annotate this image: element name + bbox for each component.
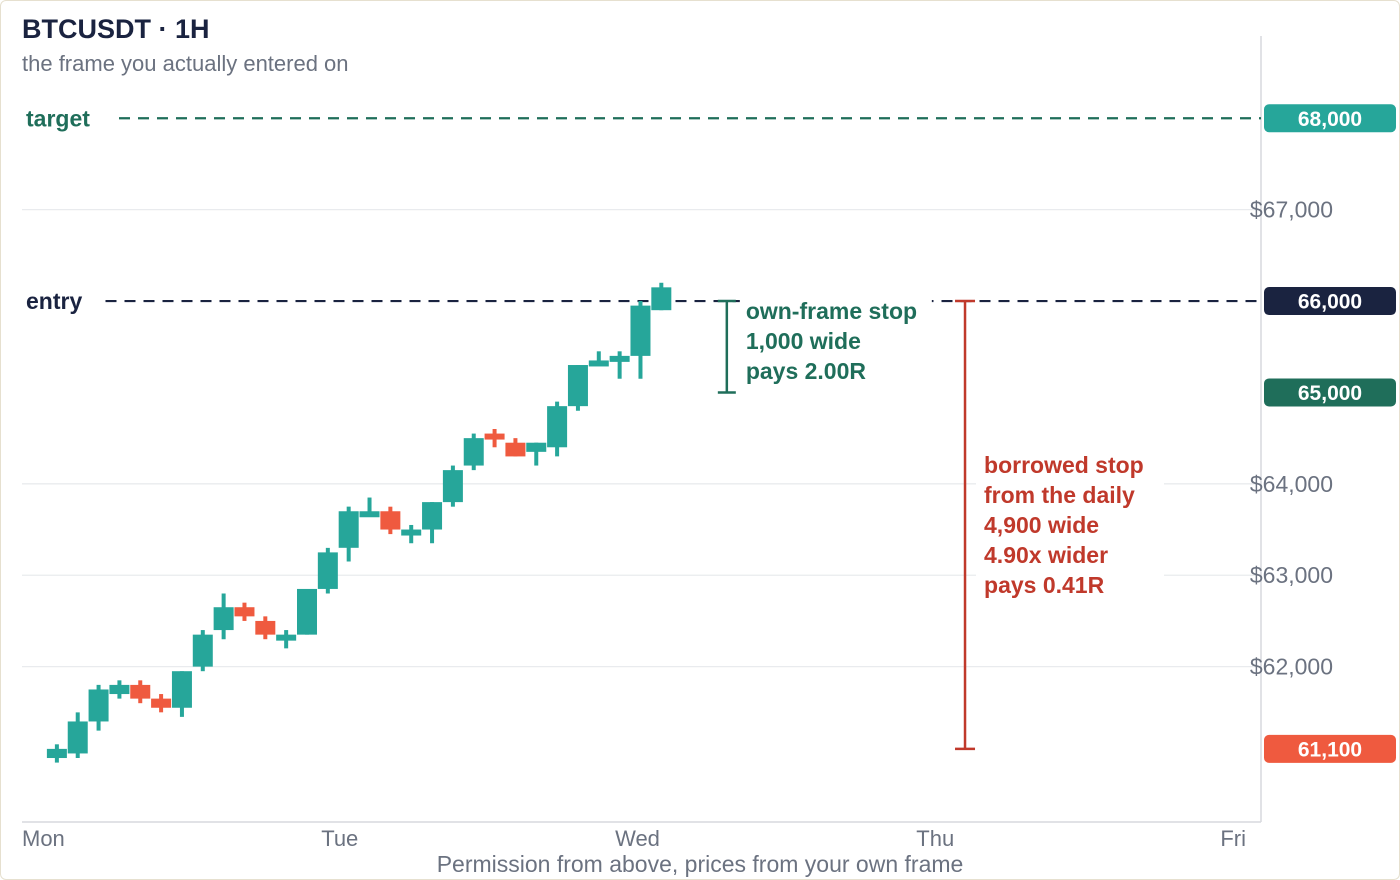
entry-badge	[1264, 287, 1396, 316]
chart-caption: Permission from above, prices from your …	[437, 851, 964, 877]
candle-up	[171, 671, 192, 708]
borrowed-stop-label-line: 4.90x wider	[984, 542, 1108, 568]
candle-up	[547, 406, 568, 448]
candle-up	[338, 511, 359, 548]
borrowed-stop-label-line: from the daily	[984, 482, 1135, 508]
x-axis-ticks: Mon Tue Wed Thu Fri	[22, 826, 1246, 851]
candle-up	[442, 470, 463, 503]
own-stop-badge-text: 65,000	[1298, 382, 1362, 405]
x-tick-label: Thu	[916, 826, 954, 851]
candle-up	[609, 355, 630, 362]
candle-down	[380, 511, 401, 530]
candle-up	[192, 634, 213, 667]
candle-down	[505, 442, 526, 457]
y-tick-label: $63,000	[1250, 562, 1333, 588]
candle-up	[422, 502, 443, 530]
price-badges: 68,000 66,000 65,000 61,100	[1264, 104, 1396, 763]
candle-down	[255, 620, 276, 635]
target-level-label: target	[26, 105, 90, 131]
stop-annotations: own-frame stop 1,000 wide pays 2.00R borrow…	[717, 293, 1165, 751]
price-levels: target entry	[26, 105, 1261, 314]
entry-level-label: entry	[26, 288, 82, 314]
candle-up	[526, 442, 547, 452]
x-tick-label: Wed	[615, 826, 660, 851]
candle-up	[276, 634, 297, 641]
y-tick-label: $67,000	[1250, 197, 1333, 223]
candle-up	[67, 721, 88, 754]
candle-up	[651, 287, 672, 311]
candle-down	[234, 607, 255, 617]
candles	[46, 282, 672, 763]
candle-up	[401, 529, 422, 536]
target-badge	[1264, 104, 1396, 133]
candle-up	[213, 607, 234, 631]
own-frame-stop-label-line: 1,000 wide	[746, 328, 861, 354]
entry-badge-text: 66,000	[1298, 291, 1362, 314]
candle-up	[46, 748, 67, 759]
own-frame-stop-label-line: pays 2.00R	[746, 358, 867, 384]
y-tick-label: $62,000	[1250, 654, 1333, 680]
target-badge-text: 68,000	[1298, 108, 1362, 131]
candle-up	[109, 684, 130, 695]
y-axis-ticks: $67,000 $64,000 $63,000 $62,000	[1250, 197, 1333, 680]
candle-down	[151, 698, 172, 708]
borrowed-stop-label-line: pays 0.41R	[984, 572, 1105, 598]
candle-up	[296, 588, 317, 635]
candle-up	[359, 511, 380, 518]
x-tick-label: Fri	[1220, 826, 1246, 851]
candle-up	[630, 305, 651, 356]
y-tick-label: $64,000	[1250, 471, 1333, 497]
own-frame-stop-label-bg	[739, 293, 932, 390]
borrowed-stop-label-line: 4,900 wide	[984, 512, 1099, 538]
own-frame-stop-label-line: own-frame stop	[746, 298, 917, 324]
candle-up	[567, 365, 588, 407]
x-tick-label: Mon	[22, 826, 65, 851]
candle-up	[88, 689, 109, 722]
chart-subtitle: the frame you actually entered on	[22, 51, 349, 76]
chart-title: BTCUSDT · 1H	[22, 14, 210, 44]
candle-up	[463, 438, 484, 466]
daily-stop-badge	[1264, 734, 1396, 763]
candle-up	[317, 552, 338, 589]
candle-down	[484, 433, 505, 440]
x-tick-label: Tue	[321, 826, 358, 851]
own-stop-badge	[1264, 378, 1396, 407]
borrowed-stop-label-bg	[976, 447, 1165, 606]
borrowed-stop-label-line: borrowed stop	[984, 452, 1144, 478]
candle-down	[130, 684, 151, 699]
candle-up	[588, 360, 609, 367]
daily-stop-badge-text: 61,100	[1298, 738, 1362, 761]
